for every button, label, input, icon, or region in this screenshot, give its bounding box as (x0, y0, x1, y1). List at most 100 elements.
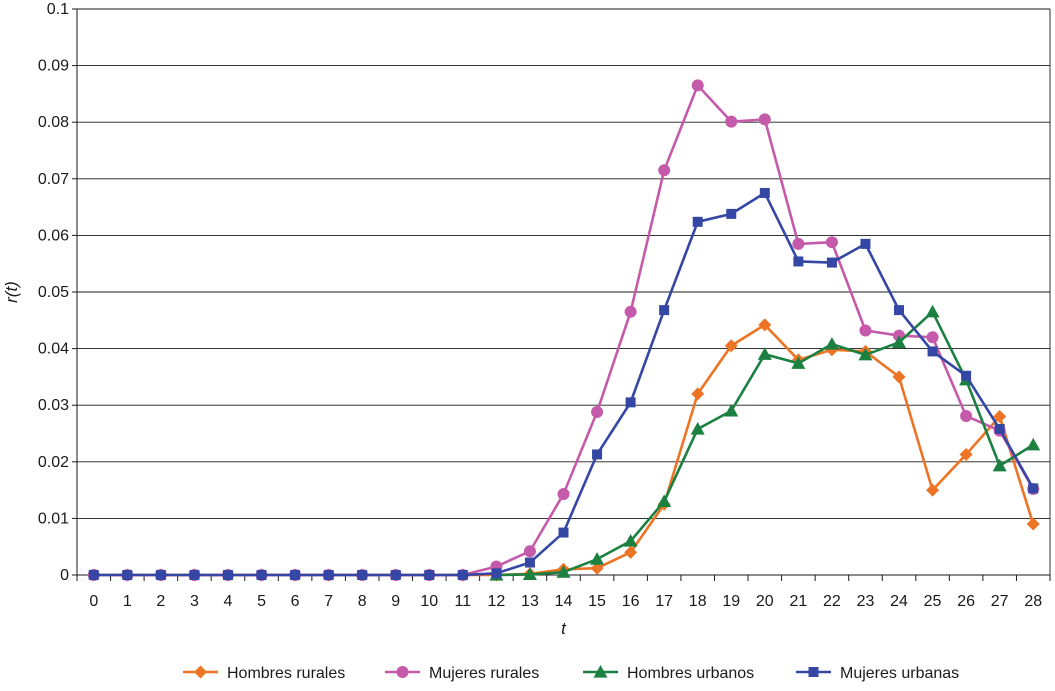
diamond-marker (892, 370, 906, 384)
series-line (93, 191, 1035, 577)
series-hombres-urbanos (489, 304, 1041, 581)
x-tick-label: 8 (358, 593, 367, 610)
circle-marker (591, 405, 604, 418)
square-marker (122, 570, 133, 580)
x-tick-label: 0 (89, 593, 98, 610)
x-tick-label: 17 (655, 593, 673, 610)
x-tick-label: 3 (190, 593, 199, 610)
square-marker (860, 238, 871, 249)
circle-marker (792, 237, 805, 250)
x-tick-label: 22 (823, 593, 841, 610)
diamond-marker (691, 387, 705, 401)
y-tick-label: 0.1 (47, 1, 69, 18)
legend-item: Mujeres rurales (385, 665, 539, 682)
diamond-marker (724, 339, 738, 353)
triangle-marker (892, 335, 907, 348)
series-hombres-rurales (87, 318, 1040, 582)
x-tick-label: 18 (689, 593, 707, 610)
square-marker (155, 570, 166, 580)
circle-marker (624, 305, 637, 318)
y-tick-label: 0.08 (38, 114, 69, 131)
triangle-marker (593, 665, 608, 678)
circle-marker (926, 331, 939, 344)
x-tick-label: 2 (156, 593, 165, 610)
square-marker (726, 208, 737, 219)
square-marker (894, 305, 905, 316)
circle-marker (725, 115, 738, 128)
legend-item: Hombres rurales (183, 665, 345, 682)
diamond-marker (1026, 517, 1040, 531)
triangle-marker (858, 347, 873, 361)
triangle-marker (757, 347, 772, 360)
y-tick-label: 0.01 (38, 510, 69, 527)
square-marker (1028, 483, 1039, 494)
x-tick-label: 14 (555, 593, 573, 610)
y-tick-label: 0.03 (38, 397, 69, 414)
legend-item: Mujeres urbanas (796, 665, 959, 682)
y-tick-label: 0.02 (38, 454, 69, 471)
triangle-marker (925, 304, 940, 318)
y-tick-label: 0.06 (38, 227, 69, 244)
triangle-marker (522, 567, 537, 581)
square-marker (994, 423, 1005, 434)
triangle-marker (791, 356, 806, 369)
x-tick-label: 10 (420, 593, 438, 610)
triangle-marker (1026, 437, 1041, 451)
legend-label: Hombres rurales (227, 665, 345, 682)
x-tick-label: 6 (291, 593, 300, 610)
legend-label: Mujeres rurales (429, 665, 539, 682)
diamond-marker (926, 483, 940, 497)
triangle-marker (623, 534, 638, 547)
triangle-marker (992, 458, 1007, 472)
triangle-marker (590, 552, 605, 565)
legend-item: Hombres urbanos (583, 665, 754, 682)
x-tick-label: 12 (487, 593, 505, 610)
triangle-marker (657, 494, 672, 508)
y-tick-labels: 0 0.01 0.02 0.03 0.04 0.05 0.06 0.07 0.08 0.09 0.1 (38, 1, 69, 584)
square-marker (625, 397, 636, 408)
x-tick-labels: 0 1 2 3 4 5 6 7 8 9 10 11 12 13 14 15 16 17 18 19 20 21 22 23 24… (89, 593, 1042, 610)
triangle-marker (724, 403, 739, 417)
square-marker (256, 570, 267, 580)
x-axis-title: t (561, 619, 567, 638)
series-group (87, 79, 1041, 582)
square-marker (189, 570, 200, 580)
square-marker (524, 557, 535, 568)
square-marker (491, 568, 502, 579)
y-tick-label: 0 (60, 567, 69, 584)
legend-label: Mujeres urbanas (840, 665, 959, 682)
circle-marker (557, 488, 570, 501)
diamond-marker (624, 545, 638, 559)
diamond-marker (993, 410, 1007, 424)
circle-marker (658, 164, 671, 177)
series-mujeres-rurales (87, 79, 1040, 581)
square-marker (808, 667, 819, 677)
square-marker (592, 449, 603, 460)
circle-marker (523, 545, 536, 558)
circle-marker (758, 113, 771, 126)
square-marker (357, 570, 368, 580)
series-line (93, 84, 1035, 577)
x-tick-label: 9 (391, 593, 400, 610)
triangle-marker (556, 565, 571, 578)
x-tick-label: 16 (622, 593, 640, 610)
y-tick-label: 0.04 (38, 341, 69, 358)
x-tick-label: 13 (521, 593, 539, 610)
circle-marker (960, 409, 973, 422)
square-marker (927, 346, 938, 357)
square-marker (961, 370, 972, 381)
square-marker (759, 187, 770, 198)
circle-marker (396, 666, 409, 678)
x-tick-label: 1 (123, 593, 132, 610)
y-tick-label: 0.05 (38, 284, 69, 301)
diamond-marker (194, 665, 207, 679)
square-marker (457, 570, 468, 580)
diamond-marker (758, 318, 772, 332)
y-tick-label: 0.07 (38, 171, 69, 188)
gridlines (77, 8, 1050, 519)
legend-label: Hombres urbanos (627, 665, 754, 682)
diamond-marker (959, 447, 973, 461)
x-tick-label: 7 (324, 593, 333, 610)
triangle-marker (824, 337, 839, 350)
